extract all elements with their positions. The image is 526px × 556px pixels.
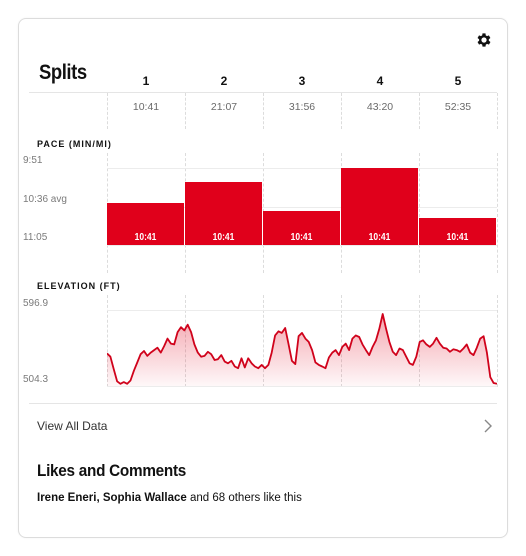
elevation-baseline bbox=[107, 386, 497, 387]
likes-title: Likes and Comments bbox=[37, 461, 187, 480]
elevation-line bbox=[107, 313, 497, 385]
split-number: 5 bbox=[454, 74, 462, 88]
pace-bar-label: 10:41 bbox=[212, 231, 235, 243]
splits-title: Splits bbox=[39, 61, 87, 84]
splits-card: Splits 1 2 3 4 5 10:41 21:07 31:56 43:20… bbox=[18, 18, 508, 538]
pace-bar: 10:41 bbox=[185, 182, 262, 245]
pace-bar: 10:41 bbox=[107, 202, 184, 245]
split-time: 31:56 bbox=[288, 101, 316, 113]
column-divider bbox=[341, 93, 342, 129]
split-time: 10:41 bbox=[132, 101, 160, 113]
column-divider bbox=[263, 93, 264, 129]
column-divider bbox=[419, 153, 420, 273]
column-divider bbox=[263, 295, 264, 387]
divider bbox=[29, 403, 497, 404]
column-divider bbox=[107, 295, 108, 387]
pace-bar-label: 10:41 bbox=[134, 231, 157, 243]
likes-summary[interactable]: Irene Eneri, Sophia Wallace and 68 other… bbox=[37, 492, 302, 504]
split-number: 4 bbox=[376, 74, 384, 88]
pace-bar-label: 10:41 bbox=[290, 231, 313, 243]
split-time: 52:35 bbox=[444, 101, 472, 113]
pace-axis-avg: 10:36 avg bbox=[23, 194, 67, 205]
split-time: 43:20 bbox=[366, 101, 394, 113]
pace-axis-top: 9:51 bbox=[23, 155, 43, 166]
pace-bar-label: 10:41 bbox=[446, 231, 469, 243]
elevation-axis-bottom: 504.3 bbox=[23, 374, 49, 385]
split-number: 3 bbox=[298, 74, 306, 88]
column-divider bbox=[419, 93, 420, 129]
gear-icon[interactable] bbox=[475, 31, 493, 49]
chevron-right-icon bbox=[484, 419, 492, 433]
likes-count-text: and 68 others like this bbox=[186, 492, 302, 504]
pace-avg-line bbox=[107, 207, 497, 208]
divider bbox=[29, 92, 497, 93]
column-divider bbox=[497, 295, 498, 387]
view-all-data-label: View All Data bbox=[37, 419, 108, 433]
elevation-label: ELEVATION (FT) bbox=[37, 281, 121, 291]
pace-bar: 10:41 bbox=[263, 211, 340, 245]
column-divider bbox=[341, 295, 342, 387]
view-all-data-row[interactable]: View All Data bbox=[37, 417, 497, 437]
split-number: 1 bbox=[142, 74, 150, 88]
pace-bar: 10:41 bbox=[341, 168, 418, 245]
elevation-chart bbox=[107, 313, 497, 386]
pace-label: PACE (MIN/MI) bbox=[37, 139, 112, 149]
liker-names[interactable]: Irene Eneri, Sophia Wallace bbox=[37, 492, 187, 504]
split-time: 21:07 bbox=[210, 101, 238, 113]
split-number: 2 bbox=[220, 74, 228, 88]
pace-bar-label: 10:41 bbox=[368, 232, 391, 243]
column-divider bbox=[497, 153, 498, 273]
pace-baseline bbox=[107, 245, 497, 246]
pace-axis-bottom: 11:05 bbox=[23, 232, 48, 243]
column-divider bbox=[185, 93, 186, 129]
pace-bar: 10:41 bbox=[419, 218, 496, 245]
elevation-gridline bbox=[107, 310, 497, 311]
elevation-axis-top: 596.9 bbox=[23, 298, 49, 309]
column-divider bbox=[497, 93, 498, 129]
pace-gridline bbox=[107, 168, 497, 169]
column-divider bbox=[107, 93, 108, 129]
elevation-area bbox=[107, 314, 497, 386]
